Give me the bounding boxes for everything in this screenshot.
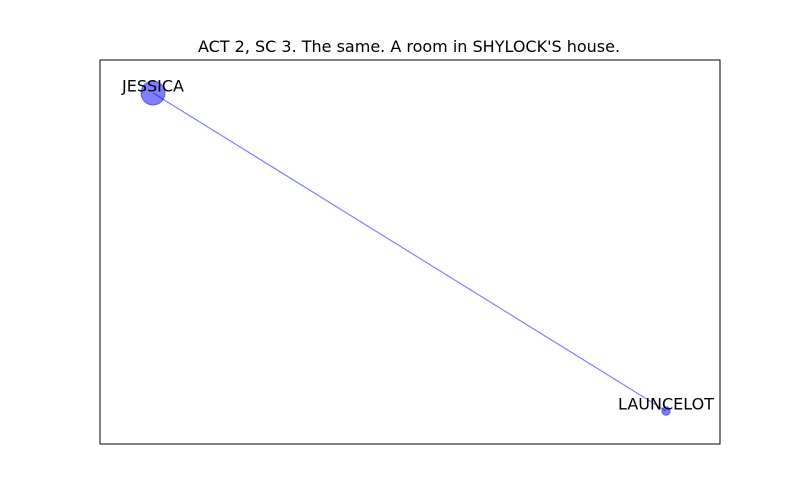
node-label-launcelot: LAUNCELOT [618,395,714,414]
edge-jessica-launcelot [152,92,667,412]
plot-frame [99,59,721,445]
nodes-layer [140,80,671,416]
node-launcelot [661,406,671,416]
node-label-jessica: JESSICA [121,77,184,96]
node-jessica [140,80,166,106]
labels-layer: JESSICA LAUNCELOT [121,77,714,414]
figure-title: ACT 2, SC 3. The same. A room in SHYLOCK… [198,37,620,56]
edges-layer [152,92,667,412]
